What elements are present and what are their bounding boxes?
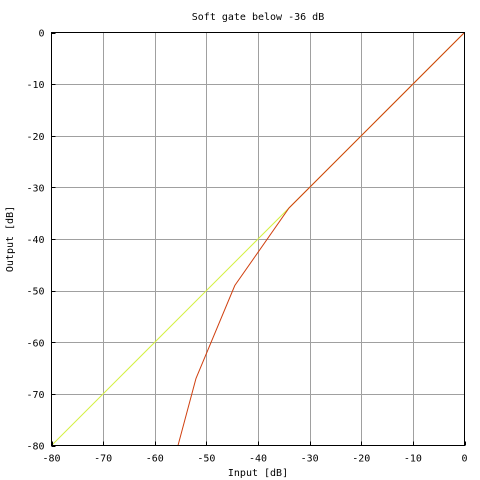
y-tick-label: -60 <box>26 338 44 349</box>
x-tick-label: -40 <box>249 454 267 465</box>
x-tick-label: 0 <box>461 454 467 465</box>
y-tick-label: -30 <box>26 183 44 194</box>
grid <box>51 32 465 446</box>
x-axis-label: Input [dB] <box>228 468 288 479</box>
chart-title: Soft gate below -36 dB <box>192 12 324 23</box>
y-tick-label: -50 <box>26 287 44 298</box>
x-tick-label: -50 <box>197 454 215 465</box>
x-tick-label: -30 <box>301 454 319 465</box>
y-tick-label: -40 <box>26 235 44 246</box>
y-tick-label: 0 <box>38 29 44 40</box>
y-axis-label: Output [dB] <box>5 206 16 272</box>
x-tick-label: -70 <box>94 454 112 465</box>
y-tick-label: -20 <box>26 132 44 143</box>
ticks: -80 -70 -60 -50 -40 -30 -20 -10 0 -80 -70 -60 -50 -40… <box>26 29 467 465</box>
y-tick-label: -10 <box>26 80 44 91</box>
x-tick-label: -20 <box>352 454 370 465</box>
y-tick-label: -80 <box>26 442 44 453</box>
y-tick-label: -70 <box>26 390 44 401</box>
x-tick-label: -60 <box>146 454 164 465</box>
x-tick-label: -80 <box>42 454 60 465</box>
x-tick-label: -10 <box>404 454 422 465</box>
